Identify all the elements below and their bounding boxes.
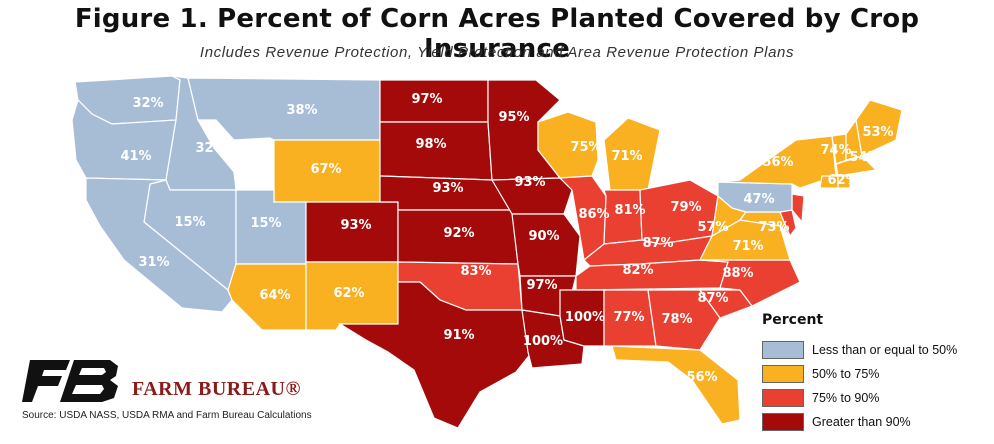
- state-label-ar: 97%: [526, 278, 557, 293]
- farm-bureau-logo-icon: [22, 360, 118, 402]
- state-label-ny: 56%: [762, 155, 793, 170]
- state-label-co: 93%: [340, 218, 371, 233]
- state-ga: [647, 289, 721, 351]
- legend: Percent Less than or equal to 50% 50% to…: [762, 312, 990, 434]
- state-label-nh: 54%: [849, 150, 880, 165]
- state-label-ia: 93%: [514, 175, 545, 190]
- state-label-mn: 95%: [498, 110, 529, 125]
- state-label-in: 81%: [614, 203, 645, 218]
- state-label-ut: 15%: [250, 216, 281, 231]
- state-tx: [337, 281, 533, 429]
- state-label-or: 41%: [120, 149, 151, 164]
- state-label-ms: 100%: [565, 310, 605, 325]
- state-label-id: 32%: [195, 141, 226, 156]
- state-ma: [835, 155, 878, 177]
- state-label-oh: 79%: [670, 200, 701, 215]
- state-fl: [611, 345, 741, 425]
- legend-label: Less than or equal to 50%: [812, 343, 958, 357]
- figure-title: Figure 1. Percent of Corn Acres Planted …: [74, 4, 920, 64]
- state-al: [603, 289, 657, 347]
- state-label-la: 100%: [523, 334, 563, 349]
- state-label-me: 53%: [862, 125, 893, 140]
- state-label-mi: 71%: [611, 149, 642, 164]
- state-pa: [717, 181, 793, 213]
- state-me: [855, 99, 903, 157]
- state-label-ks: 92%: [443, 226, 474, 241]
- legend-swatch: [762, 413, 804, 431]
- state-label-sc: 87%: [697, 291, 728, 306]
- legend-item: Less than or equal to 50%: [762, 338, 990, 362]
- legend-item: 50% to 75%: [762, 362, 990, 386]
- legend-label: 50% to 75%: [812, 367, 880, 381]
- state-label-tn: 82%: [622, 263, 653, 278]
- state-nc: [699, 259, 801, 307]
- state-label-wi: 75%: [570, 140, 601, 155]
- state-label-wa: 32%: [132, 96, 163, 111]
- state-label-pa: 47%: [743, 192, 774, 207]
- legend-title: Percent: [762, 312, 824, 328]
- state-label-ok: 83%: [460, 264, 491, 279]
- state-label-nv: 15%: [174, 215, 205, 230]
- state-label-mt: 38%: [286, 103, 317, 118]
- legend-label: Greater than 90%: [812, 415, 911, 429]
- state-label-wv: 57%: [697, 220, 728, 235]
- state-mi: [603, 117, 661, 191]
- state-label-tx: 91%: [443, 328, 474, 343]
- legend-swatch: [762, 389, 804, 407]
- state-label-vt: 74%: [820, 143, 851, 158]
- state-ca: [85, 177, 233, 313]
- state-label-il: 86%: [578, 207, 609, 222]
- legend-item: Greater than 90%: [762, 410, 990, 434]
- state-ri: [837, 175, 851, 189]
- state-ia: [490, 177, 573, 215]
- legend-label: 75% to 90%: [812, 391, 880, 405]
- state-label-fl: 56%: [686, 370, 717, 385]
- state-label-ky: 87%: [642, 236, 673, 251]
- state-ny: [717, 135, 837, 189]
- legend-swatch: [762, 341, 804, 359]
- state-label-wy: 67%: [310, 162, 341, 177]
- state-label-mo: 90%: [528, 229, 559, 244]
- source-note: Source: USDA NASS, USDA RMA and Farm Bur…: [22, 410, 312, 421]
- state-label-va: 71%: [732, 239, 763, 254]
- state-label-nd: 97%: [411, 92, 442, 107]
- state-label-ma: 62%: [827, 173, 858, 188]
- state-label-az: 64%: [259, 288, 290, 303]
- state-label-nc: 88%: [722, 266, 753, 281]
- state-mo: [511, 213, 581, 277]
- state-label-md: 73%: [758, 220, 789, 235]
- state-label-sd: 98%: [415, 137, 446, 152]
- legend-swatch: [762, 365, 804, 383]
- state-mt: [187, 77, 381, 141]
- brand-name: FARM BUREAU®: [132, 378, 301, 400]
- figure-subtitle: Includes Revenue Protection, Yield Prote…: [199, 44, 795, 61]
- state-label-ga: 78%: [661, 312, 692, 327]
- state-wi: [537, 111, 599, 179]
- state-label-nm: 62%: [333, 286, 364, 301]
- state-label-al: 77%: [613, 310, 644, 325]
- legend-item: 75% to 90%: [762, 386, 990, 410]
- state-label-ne: 93%: [432, 181, 463, 196]
- state-label-ca: 31%: [138, 255, 169, 270]
